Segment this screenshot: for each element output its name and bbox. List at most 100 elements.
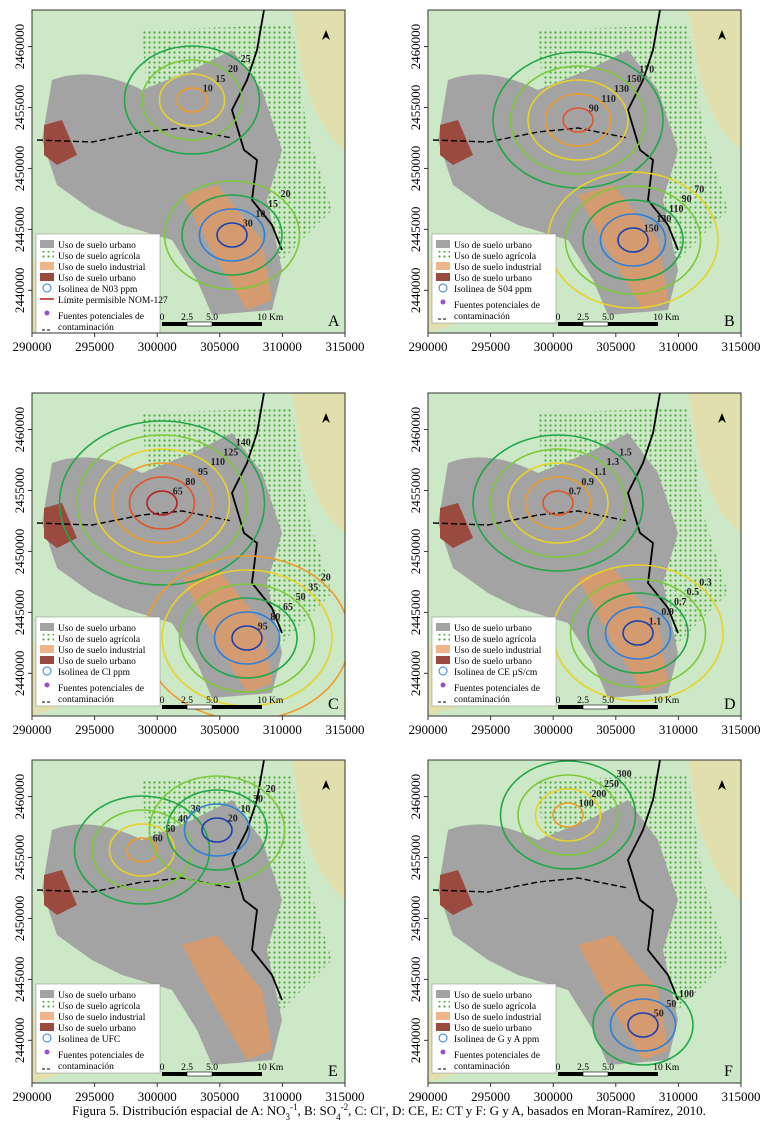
scale-label: 0 [556, 313, 561, 323]
legend-swatch [438, 1033, 448, 1043]
y-tick-label: 2455000 [408, 468, 423, 514]
isoline-label: 80 [270, 612, 280, 623]
scale-label: 10 [653, 313, 663, 323]
x-tick-label: 315000 [326, 339, 365, 354]
isoline-label: 0.7 [674, 597, 687, 608]
border [231, 10, 283, 251]
scale-label: 2.5 [577, 313, 589, 323]
scale-segment [212, 705, 262, 709]
isoline-label: 65 [283, 602, 293, 613]
isoline [73, 795, 211, 905]
road [36, 510, 233, 526]
isoline-label: 250 [604, 779, 619, 790]
caption-part: , D: CE, E: CT y F: G y A, basados en Mo… [385, 1103, 705, 1118]
caption-part: - [382, 1102, 385, 1112]
y-tick-label: 2440000 [12, 268, 27, 314]
x-tick-label: 290000 [409, 722, 448, 737]
legend-box [431, 983, 557, 1074]
x-tick-label: 305000 [596, 1089, 635, 1104]
legend-icon [440, 682, 446, 688]
isoline [544, 93, 612, 147]
isoline [524, 476, 592, 530]
y-tick-label: 2450000 [12, 896, 27, 942]
scale-segment [608, 1072, 658, 1076]
x-tick-label: 300000 [534, 722, 573, 737]
isoline [582, 199, 684, 281]
isoline-label: 10 [240, 804, 250, 815]
y-tick-label: 2445000 [12, 207, 27, 253]
x-tick-label: 300000 [138, 722, 177, 737]
border [231, 760, 283, 1001]
isoline-label: 20 [228, 64, 238, 75]
x-tick-label: 290000 [13, 1089, 52, 1104]
caption-part: Figura 5. Distribución espacial de A: NO [72, 1103, 285, 1118]
isoline [123, 45, 261, 155]
isoline [527, 79, 629, 161]
legend-swatch [436, 990, 450, 998]
scale-bar: 0 2.5 5.0 10 Km [556, 696, 680, 710]
y-tick-label: 2445000 [408, 590, 423, 636]
legend-label: Uso de suelo industrial [58, 646, 146, 656]
x-tick-label: 290000 [13, 339, 52, 354]
isoline-label: 90 [589, 104, 599, 115]
legend-swatch [40, 634, 54, 642]
urban-area-brown [440, 870, 473, 915]
isoline-label: 200 [591, 789, 606, 800]
isoline-label: 30 [253, 794, 263, 805]
legend-swatch [40, 1001, 54, 1009]
scale-label: 5.0 [602, 313, 614, 323]
isoline-label: 50 [296, 592, 306, 603]
north-arrow [322, 30, 330, 40]
isoline-label: 1.1 [594, 467, 607, 478]
isoline-label: 20 [281, 189, 291, 200]
legend-label: Uso de suelo agrícola [454, 1002, 537, 1012]
urban-area-brown [44, 120, 77, 165]
isoline-label: 150 [627, 74, 642, 85]
industrial-area [182, 568, 272, 693]
isoline [542, 490, 574, 516]
map-frame [427, 9, 742, 334]
north-arrow [718, 30, 726, 40]
isoline-label: 1.3 [607, 457, 620, 468]
legend-label: Uso de suelo industrial [454, 263, 542, 273]
border [627, 10, 679, 251]
scale-label: Km [269, 696, 284, 706]
legend-label: Uso de suelo urbano [454, 241, 532, 251]
isoline-label: 0.7 [569, 487, 582, 498]
isoline-label: 0.3 [699, 577, 712, 588]
isoline-label: 20 [321, 573, 331, 584]
scale-segment [558, 322, 583, 326]
y-tick-label: 2460000 [408, 24, 423, 70]
scale-bar: 0 2.5 5.0 10 Km [556, 313, 680, 327]
isoline [176, 87, 208, 113]
legend-swatch [436, 1001, 450, 1009]
isoline-label: 300 [617, 769, 632, 780]
x-tick-label: 290000 [13, 722, 52, 737]
legend-swatch [436, 273, 450, 281]
scale-label: 10 [653, 1063, 663, 1073]
caption-part: -2 [341, 1102, 349, 1112]
x-tick-label: 315000 [326, 1089, 365, 1104]
urban-area-brown [44, 870, 77, 915]
y-tick-label: 2450000 [408, 529, 423, 575]
scale-label: Km [665, 696, 680, 706]
scale-label: 0 [160, 696, 165, 706]
panel-letter: A [328, 313, 340, 330]
x-tick-label: 310000 [659, 339, 698, 354]
legend-icon [440, 299, 446, 305]
legend-label: Isolinea de S04 ppm [454, 285, 532, 295]
scale-label: 5.0 [206, 696, 218, 706]
x-tick-label: 295000 [471, 722, 510, 737]
scale-label: 5.0 [602, 1063, 614, 1073]
x-tick-label: 315000 [326, 722, 365, 737]
isoline [472, 434, 644, 572]
isoline-label: 110 [669, 204, 683, 215]
